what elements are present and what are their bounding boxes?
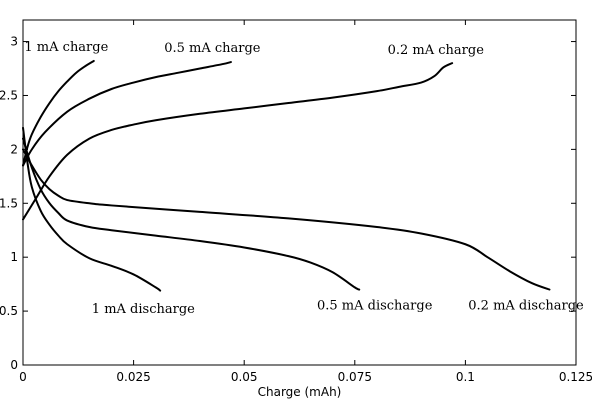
plot-frame — [22, 19, 577, 366]
y-tick-label: 2.5 — [0, 88, 18, 102]
x-axis-title: Charge (mAh) — [258, 385, 342, 399]
series-line-0-2-ma-discharge — [22, 148, 551, 291]
x-tick-label: 0.025 — [116, 370, 150, 384]
x-tick-label: 0.075 — [338, 370, 372, 384]
y-tick-label: 0 — [10, 358, 18, 372]
series-label-0-5-ma-charge: 0.5 mA charge — [164, 41, 261, 56]
y-tick-label: 3 — [10, 35, 18, 49]
series-line-1-ma-discharge — [22, 126, 162, 292]
series-line-0-5-ma-charge — [22, 61, 232, 167]
series-line-1-ma-charge — [22, 59, 95, 167]
y-tick-label: 0.5 — [0, 304, 18, 318]
series-label-0-2-ma-charge: 0.2 mA charge — [388, 43, 485, 58]
series-line-0-2-ma-charge — [22, 62, 454, 221]
series-label-0-2-ma-discharge: 0.2 mA discharge — [468, 299, 584, 314]
x-tick-label: 0.125 — [559, 370, 592, 384]
series-label-0-5-ma-discharge: 0.5 mA discharge — [317, 299, 433, 314]
y-tick-label: 1.5 — [0, 196, 18, 210]
series-label-1-ma-discharge: 1 mA discharge — [92, 302, 195, 317]
series-label-1-ma-charge: 1 mA charge — [24, 40, 108, 55]
y-tick-label: 2 — [10, 142, 18, 156]
series-layer — [22, 59, 551, 292]
y-tick-label: 1 — [10, 250, 18, 264]
series-label-layer: 1 mA charge 0.5 mA charge 0.2 mA charge 1 m… — [24, 40, 584, 317]
tick-layer: 0 0.025 0.05 0.075 0.1 0.125 0 0.5 1 1.5 2 2.5 3 — [0, 20, 592, 384]
x-tick-label: 0 — [19, 370, 27, 384]
x-tick-label: 0.1 — [456, 370, 475, 384]
x-tick-label: 0.05 — [231, 370, 258, 384]
series-line-0-5-ma-discharge — [22, 137, 361, 291]
